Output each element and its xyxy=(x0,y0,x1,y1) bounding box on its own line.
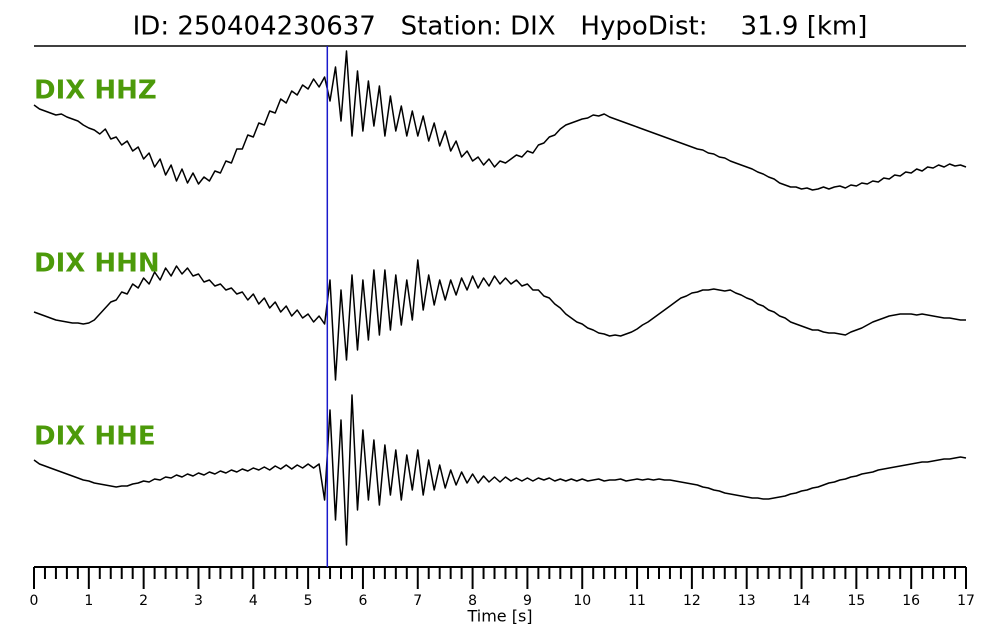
x-tick-label: 9 xyxy=(523,593,532,609)
x-tick-label: 0 xyxy=(30,593,39,609)
x-tick-label: 3 xyxy=(194,593,203,609)
x-tick-label: 12 xyxy=(683,593,701,609)
waveform xyxy=(33,394,967,546)
chart-title: ID: 250404230637 Station: DIX HypoDist: … xyxy=(133,12,868,42)
trace-label: DIX HHZ xyxy=(34,76,157,106)
x-tick-label: 15 xyxy=(847,593,865,609)
x-tick-label: 17 xyxy=(957,593,975,609)
trace-label: DIX HHE xyxy=(34,422,156,452)
x-tick-label: 14 xyxy=(793,593,811,609)
x-tick-label: 16 xyxy=(902,593,920,609)
x-tick-label: 5 xyxy=(304,593,313,609)
x-tick-label: 7 xyxy=(413,593,422,609)
x-tick-label: 4 xyxy=(249,593,258,609)
x-tick-label: 6 xyxy=(358,593,367,609)
x-tick-label: 1 xyxy=(84,593,93,609)
x-tick-label: 13 xyxy=(738,593,756,609)
x-tick-label: 10 xyxy=(573,593,591,609)
trace-label: DIX HHN xyxy=(34,249,160,279)
x-axis-label: Time [s] xyxy=(466,607,532,626)
waveform xyxy=(33,259,966,381)
x-tick-label: 11 xyxy=(628,593,646,609)
x-tick-label: 8 xyxy=(468,593,477,609)
waveform xyxy=(33,50,967,191)
x-tick-label: 2 xyxy=(139,593,148,609)
